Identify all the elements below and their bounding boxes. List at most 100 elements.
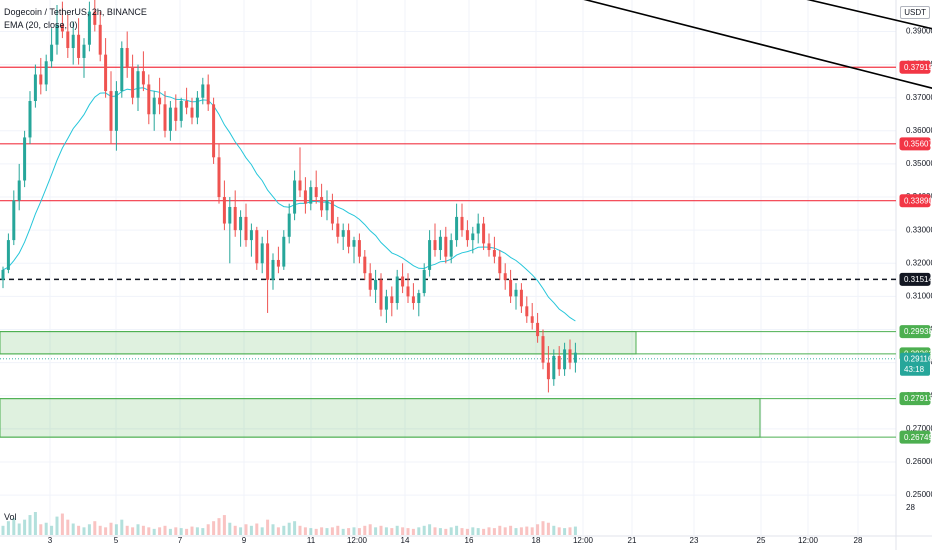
volume-bar (266, 519, 270, 535)
candle-body (293, 180, 297, 214)
candle-body (104, 54, 108, 92)
candle-body (168, 107, 172, 131)
volume-bar (206, 524, 210, 535)
volume-bar (492, 528, 496, 535)
volume-bar (255, 523, 259, 535)
resistance-price-badge: 0.35607 (904, 139, 932, 148)
candle-body (282, 236, 286, 267)
pivot-price-badge: 0.31514 (904, 275, 932, 284)
volume-bar (28, 515, 32, 535)
bar-countdown: 43:18 (904, 365, 925, 374)
volume-bar (536, 524, 540, 535)
candle-body (174, 107, 178, 121)
volume-bar (330, 527, 334, 535)
volume-bar (519, 527, 523, 535)
candle-body (55, 24, 59, 45)
volume-bar (455, 525, 459, 535)
candle-body (87, 11, 91, 45)
volume-bar (444, 528, 448, 535)
volume-bar (368, 524, 372, 535)
candle-body (271, 259, 275, 280)
volume-bar (98, 525, 102, 535)
symbol-legend[interactable]: Dogecoin / TetherUS, 2h, BINANCE (4, 7, 147, 17)
volume-bar (390, 528, 394, 535)
volume-bar (136, 524, 140, 535)
volume-bar (476, 528, 480, 535)
time-tick-label: 11 (307, 536, 316, 545)
volume-bar (6, 521, 10, 535)
candle-body (498, 256, 502, 274)
candle-body (519, 289, 523, 307)
zone-top-price-badge: 0.29938 (904, 327, 932, 336)
candle-body (212, 104, 216, 158)
last-price-badge: 0.29116 (904, 354, 932, 363)
candle-body (476, 223, 480, 234)
volume-bar (411, 528, 415, 535)
volume-bar (503, 527, 507, 535)
candle-body (298, 180, 302, 191)
resistance-price-badge: 0.33890 (904, 196, 932, 205)
candle-body (125, 48, 129, 68)
candle-body (233, 206, 237, 231)
volume-bar (260, 527, 264, 535)
candle-body (190, 107, 194, 118)
candle-body (33, 74, 37, 102)
candle-body (244, 216, 248, 241)
last-price-badge-box (900, 352, 930, 376)
candle-body (525, 306, 529, 317)
time-tick-label: 5 (114, 536, 119, 545)
candle-body (536, 322, 540, 337)
candle-body (552, 356, 556, 380)
candle-body (563, 349, 567, 370)
volume-bar (201, 528, 205, 535)
candle-body (509, 279, 513, 297)
pivot-price-badge-box (899, 272, 931, 286)
candle-body (352, 240, 356, 247)
volume-bar (222, 515, 226, 535)
zone-top-price-badge-box (899, 325, 931, 339)
volume-bar (50, 525, 54, 535)
candle-body (201, 84, 205, 98)
volume-legend[interactable]: Vol (4, 512, 17, 522)
candle-body (60, 24, 64, 32)
volume-bar (163, 525, 167, 535)
volume-bar (141, 525, 145, 535)
time-tick-label: 9 (242, 536, 247, 545)
volume-bar (530, 527, 534, 535)
resistance-price-badge-box (899, 60, 931, 74)
volume-bar (82, 527, 86, 535)
volume-bar (546, 522, 550, 535)
volume-bar (433, 527, 437, 535)
volume-bar (282, 525, 286, 535)
candle-body (228, 206, 232, 224)
candle-body (98, 24, 102, 55)
volume-bar (487, 527, 491, 535)
candle-body (195, 97, 199, 118)
candle-body (314, 187, 318, 198)
candle-body (1, 269, 5, 280)
candle-body (449, 240, 453, 257)
ema-legend[interactable]: EMA (20, close, 0) (4, 20, 78, 30)
candle-body (303, 190, 307, 204)
currency-badge[interactable]: USDT (900, 6, 930, 19)
volume-bar (379, 525, 383, 535)
volume-bar (212, 521, 216, 535)
candle-body (384, 296, 388, 310)
candle-body (557, 356, 561, 370)
volume-bar (125, 525, 129, 535)
volume-bar (417, 527, 421, 535)
volume-bar (39, 524, 43, 535)
volume-bar (60, 513, 64, 535)
volume-bar (303, 527, 307, 535)
volume-bar (557, 527, 561, 535)
candle-body (77, 34, 81, 58)
volume-bar (17, 523, 21, 535)
candle-body (541, 336, 545, 363)
volume-bar (325, 528, 329, 535)
candle-body (93, 11, 97, 25)
candle-body (460, 216, 464, 231)
candle-body (120, 48, 124, 92)
time-tick-label: 14 (401, 536, 410, 545)
